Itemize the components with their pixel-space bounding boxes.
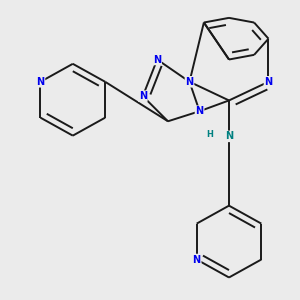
- Text: H: H: [206, 130, 213, 139]
- Text: N: N: [153, 55, 161, 64]
- Text: N: N: [36, 77, 44, 87]
- Text: N: N: [196, 106, 204, 116]
- Text: N: N: [264, 77, 273, 87]
- Text: N: N: [193, 254, 201, 265]
- Text: N: N: [225, 131, 233, 141]
- Text: N: N: [139, 91, 147, 101]
- Text: N: N: [185, 77, 194, 87]
